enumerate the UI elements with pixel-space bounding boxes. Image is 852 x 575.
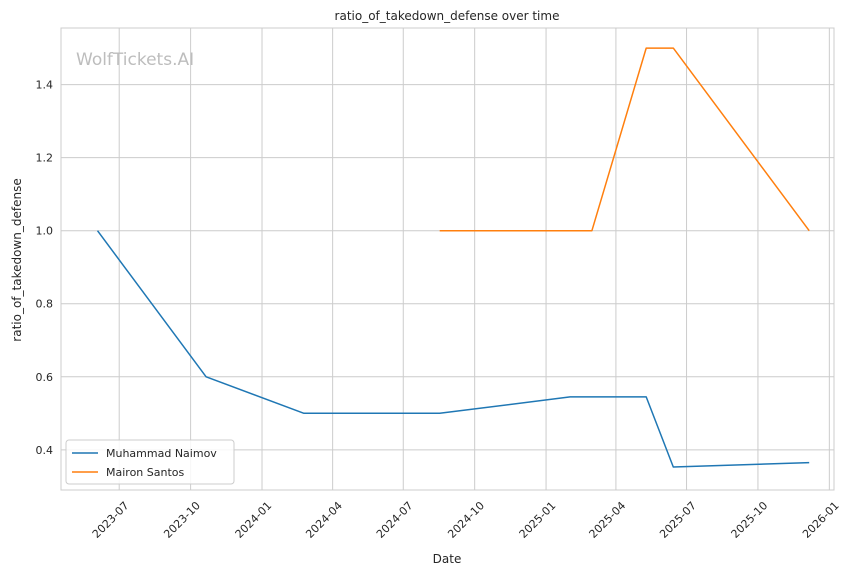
- y-tick-label: 0.4: [36, 444, 54, 457]
- y-tick-label: 1.2: [36, 152, 54, 165]
- plot-frame: [60, 27, 835, 491]
- chart-title: ratio_of_takedown_defense over time: [335, 9, 560, 23]
- legend: Muhammad Naimov Mairon Santos: [65, 439, 235, 485]
- y-tick-label: 1.0: [36, 225, 54, 238]
- y-tick-label: 0.8: [36, 298, 54, 311]
- series-lines: [96, 47, 810, 468]
- grid-x: [118, 28, 830, 490]
- plot-area: WolfTickets.AI: [60, 27, 835, 491]
- x-axis-label: Date: [433, 552, 462, 566]
- series-line-2: [439, 47, 810, 232]
- series-line-1: [96, 230, 810, 468]
- y-axis-ticks: 0.4 0.6 0.8 1.0 1.2 1.4: [36, 79, 54, 457]
- legend-box: [65, 439, 235, 485]
- legend-label-1: Muhammad Naimov: [106, 447, 217, 460]
- y-tick-label: 0.6: [36, 371, 54, 384]
- y-tick-label: 1.4: [36, 79, 54, 92]
- y-axis-label: ratio_of_takedown_defense: [10, 178, 24, 341]
- watermark-text: WolfTickets.AI: [76, 50, 194, 70]
- legend-label-2: Mairon Santos: [106, 466, 185, 479]
